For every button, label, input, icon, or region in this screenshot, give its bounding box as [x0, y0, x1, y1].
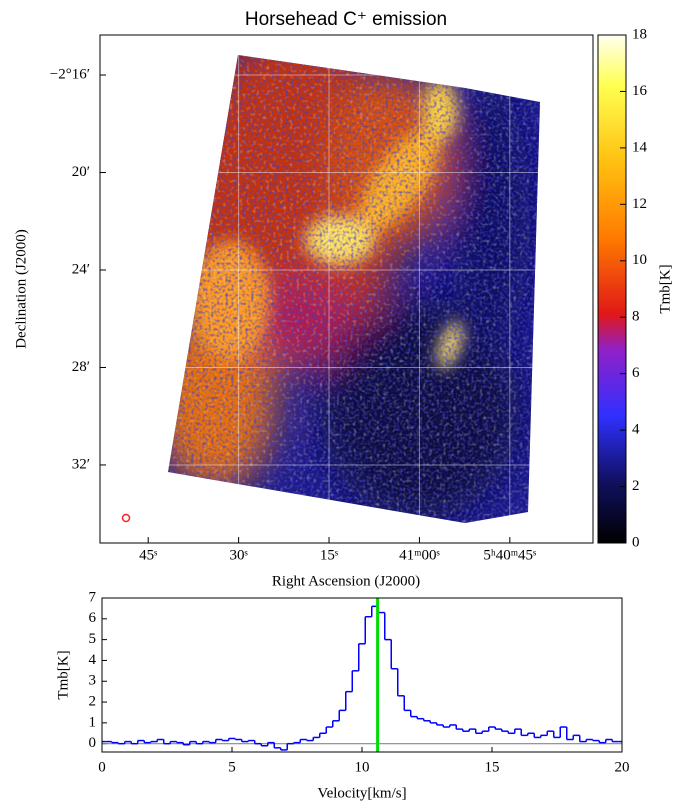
colorbar-tick-label: 14 [632, 139, 648, 155]
colorbar-tick-label: 12 [632, 196, 647, 212]
colorbar-label: Tmb[K] [657, 264, 673, 313]
x-tick-label: 5ʰ40ᵐ45ˢ [483, 547, 536, 563]
spectrum-frame [101, 597, 623, 753]
x-tick-label: 20 [615, 759, 630, 775]
colorbar-tick-label: 2 [632, 478, 640, 494]
x-tick-label: 5 [228, 759, 236, 775]
x-tick-label: 41ᵐ00ˢ [399, 547, 440, 563]
chart-title: Horsehead C⁺ emission [245, 9, 447, 30]
y-tick-label: 3 [89, 673, 97, 689]
y-tick-label: 2 [89, 693, 97, 709]
x-tick-label: 0 [98, 759, 106, 775]
x-tick-label: 30ˢ [230, 547, 248, 563]
colorbar-tick-label: 8 [632, 309, 640, 325]
y-tick-label: 32′ [72, 456, 90, 472]
colorbar-tick-label: 16 [632, 83, 648, 99]
y-axis-label: Declination (J2000) [13, 229, 29, 349]
emission-map [168, 55, 540, 523]
y-axis-label: Tmb[K] [55, 650, 71, 699]
colorbar-tick-label: 0 [632, 534, 640, 550]
y-tick-label: 24′ [72, 261, 90, 277]
colorbar [597, 34, 627, 544]
y-tick-label: 28′ [72, 359, 90, 375]
step-connector [111, 606, 613, 750]
y-tick-label: 4 [89, 652, 97, 668]
beam-marker [121, 513, 131, 523]
colorbar-tick-label: 10 [632, 252, 647, 268]
y-tick-label: 6 [89, 610, 97, 626]
colorbar-tick-label: 6 [632, 365, 640, 381]
x-axis-label: Velocity[km/s] [317, 785, 406, 801]
x-tick-label: 45ˢ [139, 547, 157, 563]
map-frame [99, 34, 594, 544]
x-tick-label: 15 [485, 759, 500, 775]
y-tick-label: 7 [89, 589, 97, 605]
x-tick-label: 10 [355, 759, 370, 775]
y-tick-label: 0 [89, 735, 97, 751]
x-tick-label: 15ˢ [320, 547, 338, 563]
colorbar-tick-label: 4 [632, 422, 640, 438]
y-tick-label: 20′ [72, 164, 90, 180]
colorbar-tick-label: 18 [632, 26, 647, 42]
x-axis-label: Right Ascension (J2000) [272, 573, 420, 589]
y-tick-label: 1 [89, 714, 97, 730]
y-tick-label: 5 [89, 631, 97, 647]
y-tick-label: −2°16′ [50, 66, 90, 82]
